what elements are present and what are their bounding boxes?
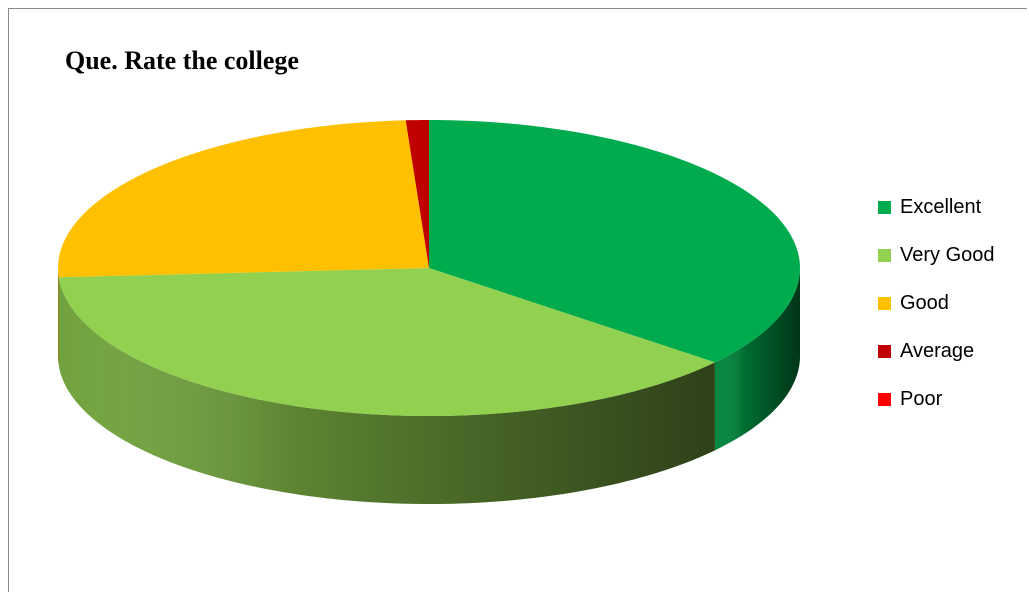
legend-label-poor: Poor [900,387,943,410]
legend-item-good: Good [878,287,995,319]
legend-item-excellent: Excellent [878,191,995,223]
pie-side-shading-excellent [714,268,800,451]
legend-item-average: Average [878,335,995,367]
pie-slice-good [58,120,429,278]
legend-swatch-excellent [878,200,891,214]
pie-side-shading-good [58,268,59,366]
pie-top-faces [58,120,800,416]
pie-slice-average [405,120,429,268]
legend-label-average: Average [900,339,975,362]
legend-label-good: Good [900,291,949,314]
legend-swatch-very-good [878,248,891,262]
pie-side-walls [58,268,800,504]
legend-item-poor: Poor [878,383,995,415]
pie-slice-excellent [429,120,800,363]
legend-swatch-poor [878,392,891,406]
legend-item-very-good: Very Good [878,239,995,271]
chart-title: Que. Rate the college [65,46,299,75]
legend: Excellent Very Good Good Average Poor [878,191,995,431]
legend-swatch-average [878,344,891,358]
pie-side-shading-very-good [58,277,715,504]
legend-swatch-good [878,296,891,310]
pie-slice-very-good [58,268,715,416]
legend-label-very-good: Very Good [900,243,995,266]
legend-label-excellent: Excellent [900,195,982,218]
